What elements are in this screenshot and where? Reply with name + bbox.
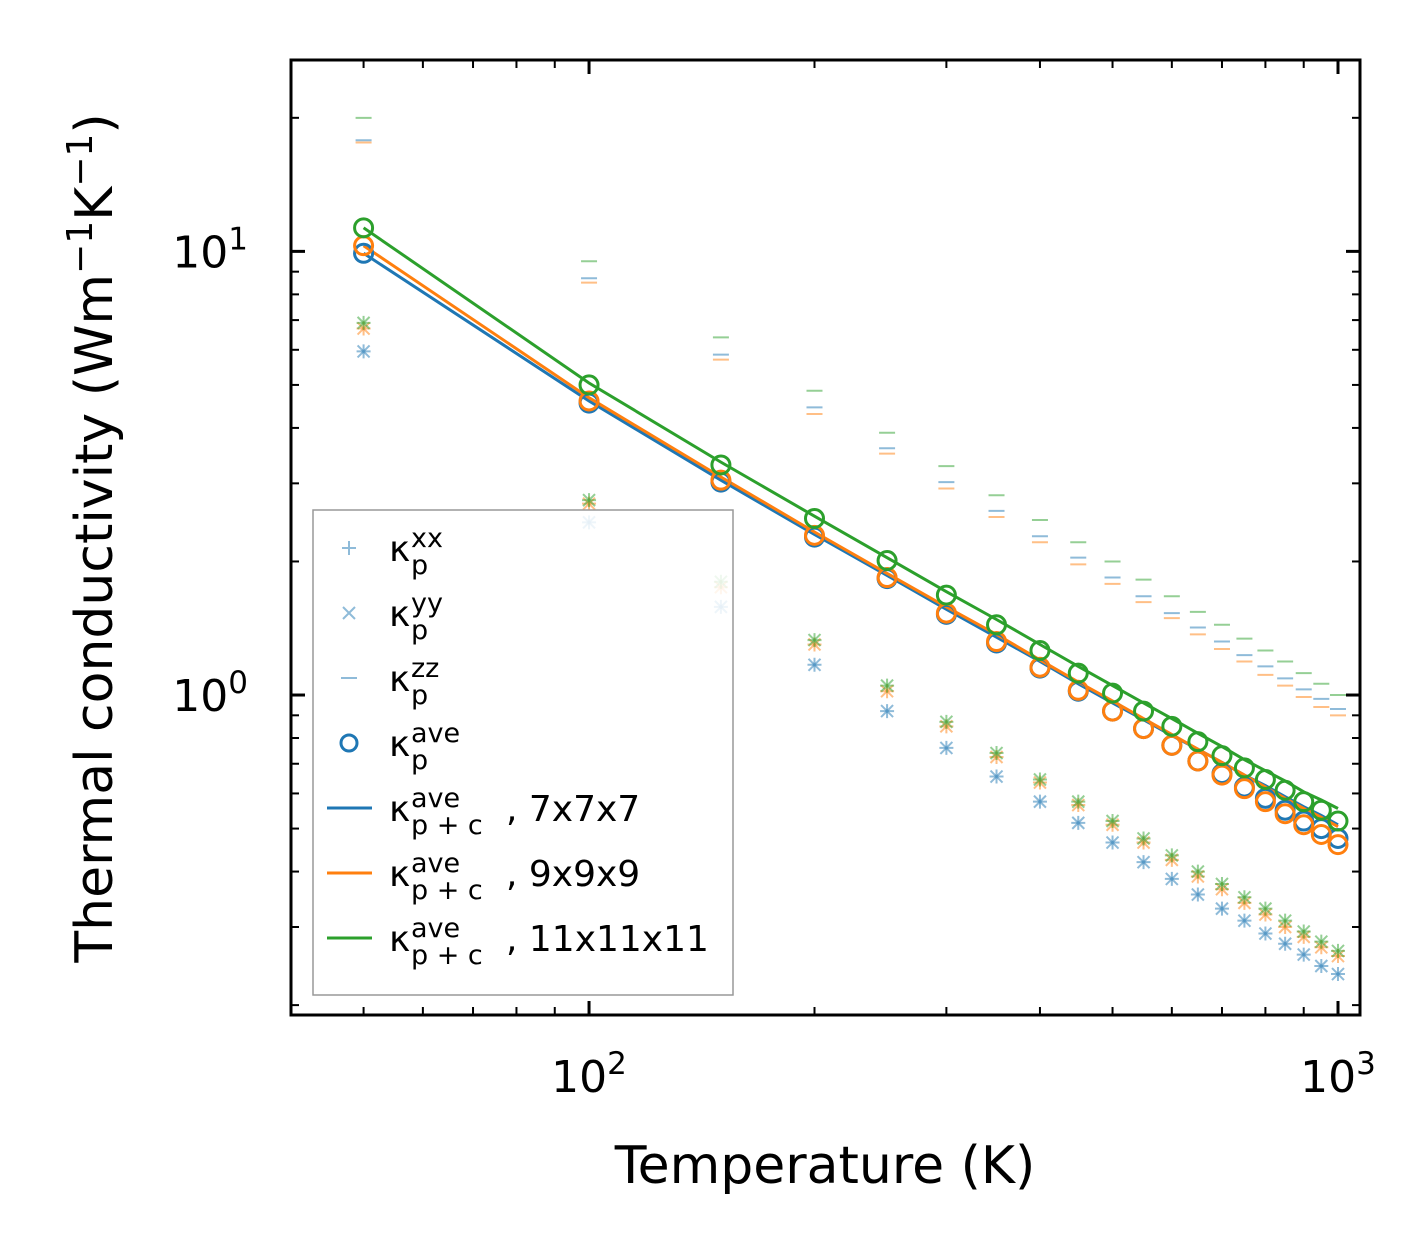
kappa-yy-point-11x11x11	[880, 678, 894, 693]
y-tick-label: 100	[172, 665, 248, 722]
kappa-ave-point-9x9x9	[1310, 823, 1332, 845]
kappa-ave-point-11x11x11	[1254, 769, 1276, 791]
y-axis-label-close: )	[65, 113, 125, 133]
y-axis-label-main: Thermal conductivity (Wm	[65, 274, 125, 964]
kappa-yy-point-11x11x11	[989, 746, 1004, 760]
kappa-ave-point-9x9x9	[1274, 803, 1296, 825]
kappa-yy-point-11x11x11	[1165, 848, 1179, 863]
kappa-ave-point-11x11x11	[1310, 799, 1332, 821]
kappa-yy-point-7x7x7	[1314, 959, 1329, 973]
kappa-yy-point-7x7x7	[880, 704, 894, 718]
kappa-ave-point-11x11x11	[1293, 791, 1315, 813]
kappa-yy-point-7x7x7	[989, 769, 1004, 784]
kappa-yy-point-11x11x11	[356, 316, 371, 330]
kappa-ave-point-11x11x11	[1102, 682, 1124, 704]
legend-circle-marker	[339, 733, 359, 753]
y-axis-label-k: K	[65, 185, 125, 221]
kappa-yy-point-7x7x7	[1258, 926, 1273, 941]
kappa-yy-point-11x11x11	[1237, 890, 1252, 905]
legend-label: κxx p	[389, 523, 443, 581]
kappa-pc-ave-line-11x11x11	[362, 226, 1339, 810]
kappa-yy-point-7x7x7	[1105, 835, 1120, 850]
kappa-yy-point-7x7x7	[1278, 937, 1292, 951]
kappa-yy-point-7x7x7	[807, 658, 822, 672]
plot-area	[353, 116, 1349, 982]
kappa-ave-point-11x11x11	[1274, 779, 1296, 801]
axes-frame	[289, 58, 1362, 1017]
kappa-ave-point-11x11x11	[1067, 662, 1089, 684]
kappa-ave-point-9x9x9	[710, 469, 732, 491]
kappa-yy-point-7x7x7	[1136, 855, 1151, 869]
y-tick-label: 101	[172, 221, 248, 278]
kappa-ave-point-11x11x11	[353, 217, 375, 239]
kappa-yy-point-11x11x11	[1105, 814, 1120, 828]
kappa-ave-point-11x11x11	[935, 584, 957, 606]
kappa-yy-point-7x7x7	[1033, 794, 1047, 809]
legend-label: κave p + c, 11x11x11	[389, 913, 709, 971]
kappa-yy-point-7x7x7	[356, 344, 371, 359]
kappa-ave-point-11x11x11	[1161, 715, 1183, 737]
y-axis-label-exp1: −1	[60, 221, 101, 274]
kappa-yy-point-7x7x7	[1215, 901, 1229, 916]
kappa-ave-point-9x9x9	[1293, 814, 1315, 836]
legend-label: κzz p	[389, 653, 439, 711]
legend: κxx p κyy p κzz p κave p κave p + c, 7x7x7 κave p +…	[312, 509, 734, 996]
kappa-ave-point-11x11x11	[710, 454, 732, 476]
kappa-yy-point-11x11x11	[807, 633, 822, 647]
x-tick-label: 103	[1300, 1046, 1376, 1103]
kappa-yy-point-11x11x11	[1136, 831, 1151, 846]
legend-label: κyy p	[389, 588, 443, 646]
kappa-yy-point-11x11x11	[939, 715, 954, 729]
y-axis-label: Thermal conductivity (Wm−1K−1)	[60, 113, 125, 963]
kappa-yy-point-7x7x7	[1297, 947, 1311, 962]
kappa-yy-point-7x7x7	[1165, 872, 1179, 886]
legend-box	[312, 509, 734, 996]
kappa-yy-point-11x11x11	[1297, 924, 1311, 939]
kappa-yy-point-11x11x11	[1314, 934, 1329, 949]
kappa-ave-point-11x11x11	[876, 550, 898, 572]
kappa-pc-ave-line-9x9x9	[362, 244, 1339, 829]
kappa-ave-point-9x9x9	[578, 390, 600, 412]
kappa-yy-point-11x11x11	[1331, 944, 1345, 958]
kappa-yy-point-11x11x11	[1071, 794, 1085, 809]
kappa-yy-point-7x7x7	[1331, 967, 1345, 981]
kappa-yy-point-11x11x11	[582, 493, 596, 507]
kappa-ave-point-9x9x9	[1233, 778, 1255, 800]
kappa-ave-point-11x11x11	[578, 374, 600, 396]
legend-plus-marker	[342, 541, 356, 555]
axes: 102 103 100 101	[172, 58, 1376, 1103]
kappa-ave-point-11x11x11	[986, 614, 1008, 636]
legend-x-marker	[342, 606, 356, 620]
x-tick-label: 102	[551, 1046, 627, 1103]
kappa-ave-point-11x11x11	[1327, 810, 1349, 832]
kappa-yy-point-11x11x11	[1215, 877, 1229, 891]
kappa-ave-point-11x11x11	[1211, 745, 1233, 767]
kappa-ave-point-9x9x9	[1254, 791, 1276, 813]
kappa-yy-point-11x11x11	[1258, 901, 1273, 916]
kappa-ave-point-11x11x11	[1133, 700, 1155, 722]
kappa-yy-point-11x11x11	[1191, 864, 1205, 879]
kappa-yy-point-7x7x7	[1191, 887, 1205, 902]
kappa-yy-point-7x7x7	[939, 741, 954, 755]
legend-label: κave p	[389, 718, 460, 776]
kappa-ave-point-11x11x11	[1187, 731, 1209, 753]
kappa-yy-point-7x7x7	[1071, 816, 1085, 830]
kappa-yy-point-11x11x11	[1033, 772, 1047, 787]
y-axis-label-exp2: −1	[60, 134, 101, 187]
kappa-yy-point-11x11x11	[1278, 913, 1292, 928]
kappa-ave-point-7x7x7	[353, 242, 375, 264]
legend-label: κave p + c, 7x7x7	[389, 783, 640, 841]
kappa-yy-point-7x7x7	[1237, 913, 1252, 928]
kappa-ave-point-11x11x11	[1029, 639, 1051, 661]
kappa-ave-point-11x11x11	[1233, 757, 1255, 779]
kappa-ave-point-11x11x11	[803, 507, 825, 529]
legend-label: κave p + c, 9x9x9	[389, 848, 640, 906]
x-axis-label: Temperature (K)	[614, 1136, 1036, 1196]
y-axis-label-group: Thermal conductivity (Wm−1K−1)	[60, 113, 125, 963]
kappa-ave-point-9x9x9	[1327, 834, 1349, 856]
